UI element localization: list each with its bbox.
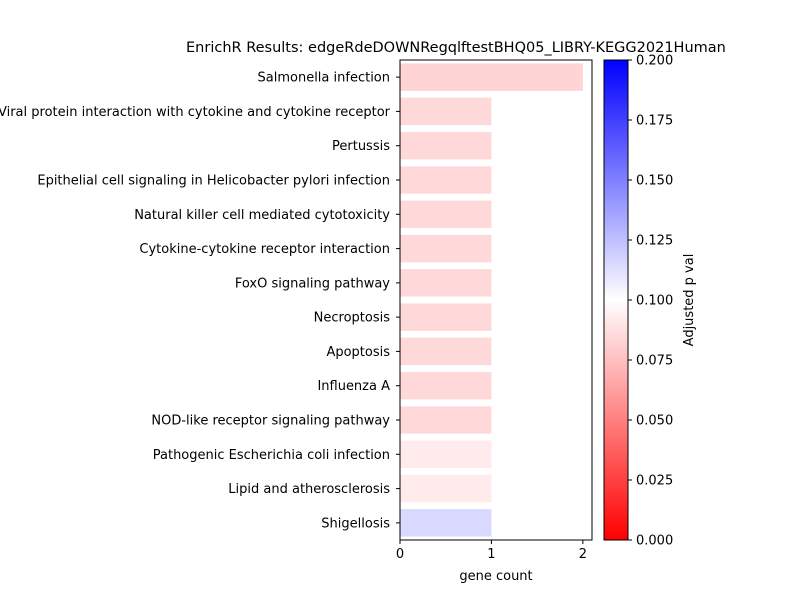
colorbar-tick-label: 0.025 xyxy=(636,474,673,489)
colorbar: 0.000 0.025 0.050 0.075 0.100 0.125 0.150 0.175… xyxy=(603,54,697,549)
colorbar-ticks: 0.000 0.025 0.050 0.075 0.100 0.125 0.150 0.175… xyxy=(628,54,673,549)
colorbar-tick-label: 0.125 xyxy=(636,234,673,249)
x-tick-label: 2 xyxy=(579,547,587,562)
colorbar-tick-label: 0.100 xyxy=(636,294,673,309)
colorbar-tick-label: 0.200 xyxy=(636,54,673,69)
bar xyxy=(400,97,492,126)
bar xyxy=(400,166,492,194)
bar xyxy=(400,303,492,331)
x-axis: 0 1 2 xyxy=(396,540,587,562)
y-tick-label: Pertussis xyxy=(332,139,390,154)
colorbar-tick-label: 0.175 xyxy=(636,114,673,129)
bar xyxy=(400,269,492,297)
bar xyxy=(400,406,492,434)
bar xyxy=(400,234,492,263)
y-tick-label: Viral protein interaction with cytokine … xyxy=(0,105,391,120)
colorbar-tick-label: 0.075 xyxy=(636,354,673,369)
y-tick-label: Necroptosis xyxy=(314,311,391,326)
chart-title: EnrichR Results: edgeRdeDOWNRegqlftestBH… xyxy=(186,40,726,56)
y-tick-label: Salmonella infection xyxy=(258,71,390,86)
bar xyxy=(400,63,583,91)
bar xyxy=(400,474,492,503)
bar xyxy=(400,200,492,228)
y-tick-label: NOD-like receptor signaling pathway xyxy=(151,414,390,429)
plot-frame xyxy=(399,59,593,541)
y-tick-label: Influenza A xyxy=(317,379,390,394)
x-axis-label: gene count xyxy=(459,569,532,584)
x-tick-label: 1 xyxy=(487,547,495,562)
y-tick-labels: Salmonella infection Viral protein intera… xyxy=(0,71,400,531)
bar xyxy=(400,372,492,400)
x-tick-label: 0 xyxy=(396,547,404,562)
y-tick-label: Lipid and atherosclerosis xyxy=(228,482,390,497)
bars-group xyxy=(400,63,583,537)
colorbar-tick-label: 0.000 xyxy=(636,534,673,549)
y-tick-label: Pathogenic Escherichia coli infection xyxy=(153,448,390,463)
y-tick-label: Shigellosis xyxy=(321,516,390,531)
colorbar-gradient xyxy=(603,59,629,541)
bar xyxy=(400,440,492,468)
y-tick-label: Apoptosis xyxy=(326,345,390,360)
colorbar-label: Adjusted p val xyxy=(682,254,697,347)
colorbar-tick-label: 0.150 xyxy=(636,174,673,189)
bar xyxy=(400,509,492,537)
y-tick-label: Epithelial cell signaling in Helicobacte… xyxy=(37,174,390,189)
y-tick-label: FoxO signaling pathway xyxy=(235,276,390,291)
y-tick-label: Cytokine-cytokine receptor interaction xyxy=(139,242,390,257)
bar xyxy=(400,132,492,160)
bar xyxy=(400,337,492,366)
y-tick-label: Natural killer cell mediated cytotoxicit… xyxy=(134,208,390,223)
colorbar-tick-label: 0.050 xyxy=(636,414,673,429)
